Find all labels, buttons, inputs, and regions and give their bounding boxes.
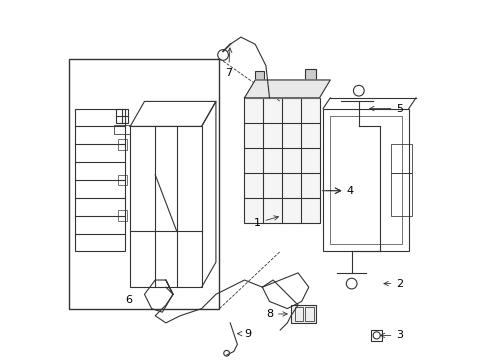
- Bar: [290, 305, 315, 323]
- Text: 4: 4: [346, 186, 353, 196]
- Bar: [329, 116, 401, 244]
- Bar: [244, 98, 319, 223]
- Bar: [390, 173, 411, 216]
- Bar: [255, 71, 264, 80]
- Polygon shape: [244, 80, 329, 98]
- Bar: [69, 59, 219, 309]
- Bar: [294, 307, 303, 321]
- Bar: [116, 109, 128, 123]
- Bar: [114, 125, 130, 134]
- Bar: [390, 144, 411, 173]
- Text: 5: 5: [369, 104, 403, 113]
- Text: 6: 6: [124, 295, 132, 305]
- Bar: [118, 175, 126, 185]
- Text: 7: 7: [224, 48, 231, 78]
- Text: 3: 3: [380, 330, 403, 341]
- Bar: [75, 109, 124, 251]
- Bar: [370, 330, 381, 341]
- Text: 2: 2: [383, 279, 403, 289]
- Bar: [305, 69, 315, 80]
- Text: 8: 8: [265, 309, 286, 319]
- Bar: [118, 139, 126, 150]
- Bar: [130, 126, 201, 287]
- Bar: [305, 307, 313, 321]
- Text: 9: 9: [237, 329, 251, 339]
- Text: 1: 1: [253, 216, 278, 228]
- Bar: [323, 109, 408, 251]
- Bar: [118, 210, 126, 221]
